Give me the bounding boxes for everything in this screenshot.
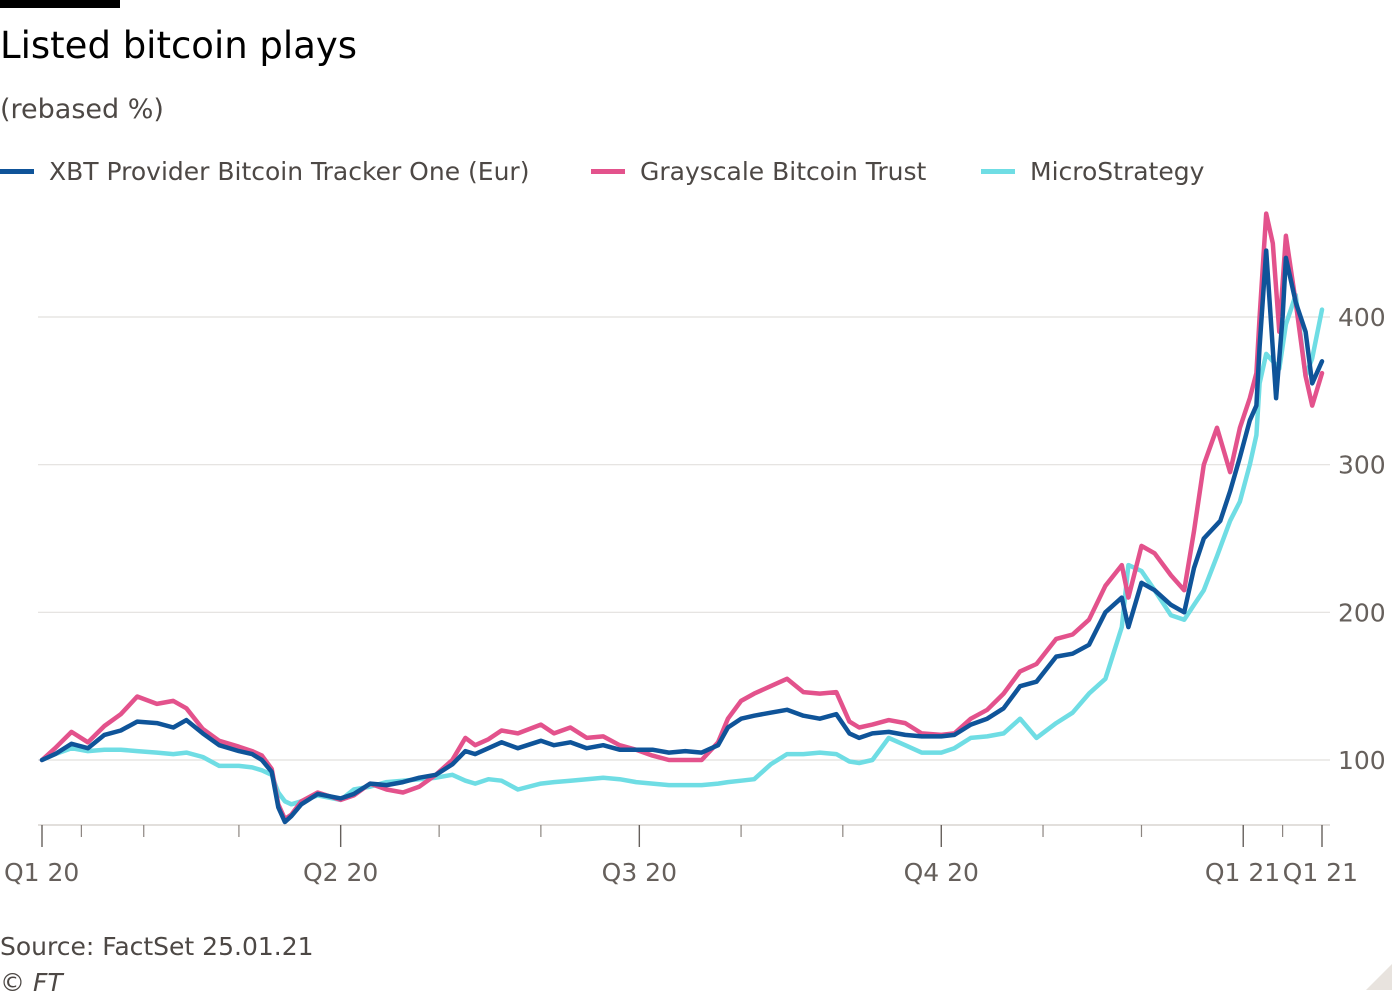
legend-item-grayscale: Grayscale Bitcoin Trust (591, 157, 926, 186)
y-tick-label-200: 200 (1338, 598, 1386, 627)
x-tick-label-1: Q2 20 (303, 858, 378, 887)
series-line-grayscale (39, 211, 1325, 822)
legend-swatch-microstrategy (981, 169, 1015, 174)
corner-mark (1366, 964, 1392, 990)
grid-layer (38, 316, 1330, 761)
chart-subtitle: (rebased %) (0, 94, 164, 125)
x-tick-label-3: Q4 20 (904, 858, 979, 887)
x-tick-label-2: Q3 20 (602, 858, 677, 887)
series-layer (39, 211, 1325, 825)
y-axis-labels: 100 200 300 400 (1338, 303, 1386, 775)
x-axis-labels: Q1 20 Q2 20 Q3 20 Q4 20 Q1 21 Q1 21 (4, 858, 1358, 887)
series-line-microstrategy (39, 292, 1325, 807)
legend-label-microstrategy: MicroStrategy (1030, 157, 1205, 186)
x-axis (38, 824, 1330, 847)
y-tick-label-300: 300 (1338, 451, 1386, 480)
x-tick-label-0: Q1 20 (4, 858, 79, 887)
legend-label-xbt: XBT Provider Bitcoin Tracker One (Eur) (49, 157, 530, 186)
legend-swatch-grayscale (591, 169, 625, 174)
chart-title: Listed bitcoin plays (0, 24, 358, 67)
series-line-xbt (39, 248, 1325, 825)
legend-item-microstrategy: MicroStrategy (981, 157, 1204, 186)
source-note: Source: FactSet 25.01.21 (0, 932, 314, 961)
legend-item-xbt: XBT Provider Bitcoin Tracker One (Eur) (0, 157, 529, 186)
legend-swatch-xbt (0, 169, 34, 174)
x-tick-label-4: Q1 21 (1205, 858, 1280, 887)
line-chart: 100 200 300 400 Q1 20 Q2 20 Q3 20 Q4 20 Q1 21 Q1… (4, 211, 1386, 887)
copyright: © FT (0, 968, 63, 997)
x-tick-label-5: Q1 21 (1283, 858, 1358, 887)
legend-label-grayscale: Grayscale Bitcoin Trust (640, 157, 927, 186)
y-tick-label-400: 400 (1338, 303, 1386, 332)
y-tick-label-100: 100 (1338, 746, 1386, 775)
brand-bar (0, 0, 120, 8)
